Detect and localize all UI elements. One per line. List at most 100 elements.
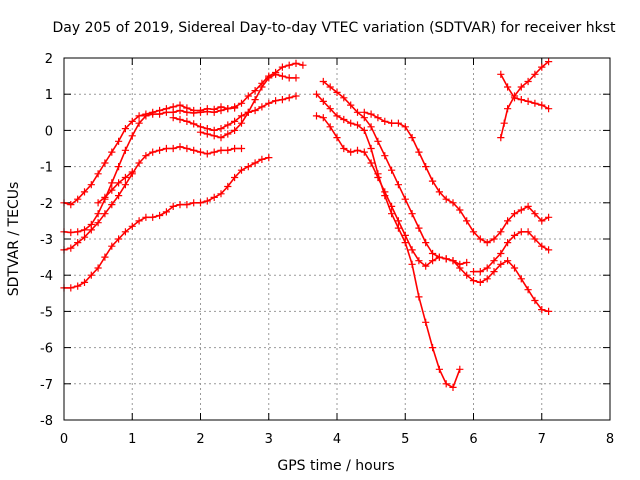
data-point-marker [162,144,170,153]
data-point-marker [162,208,170,216]
data-point-marker [517,96,525,104]
data-point-marker [442,255,450,263]
data-point-marker [422,262,430,270]
data-point-marker [360,148,368,156]
data-point-marker [538,242,546,250]
data-point-marker [292,59,300,67]
y-tick-label: -5 [40,305,53,320]
series-trace [472,231,550,273]
data-point-marker [394,181,402,189]
data-point-marker [237,112,246,120]
data-point-marker [476,235,484,243]
data-point-marker [176,106,184,115]
data-point-marker [333,88,341,96]
data-point-marker [196,199,205,207]
data-point-marker [456,206,464,214]
data-series-11 [360,108,553,247]
y-tick-label: -4 [40,269,53,284]
data-point-marker [217,190,225,198]
data-point-marker [401,239,409,247]
data-point-marker [196,148,205,156]
data-point-marker [428,177,437,185]
y-tick-label: -7 [40,378,53,393]
data-point-marker [360,126,368,134]
data-point-marker [231,173,239,182]
data-point-marker [278,72,286,80]
data-point-marker [67,228,75,237]
data-point-marker [121,125,129,133]
data-point-marker [115,235,123,243]
x-tick-label: 4 [333,432,341,447]
data-point-marker [545,105,553,113]
data-point-marker [531,99,539,107]
data-point-marker [401,231,409,239]
data-point-marker [347,101,355,109]
data-point-marker [115,163,123,171]
data-series-12 [469,228,553,276]
data-series-7 [196,70,300,142]
data-point-marker [115,179,123,187]
data-point-marker [476,278,484,286]
data-point-marker [258,155,266,163]
data-point-marker [135,217,143,225]
data-point-marker [319,97,327,105]
data-point-marker [67,244,75,252]
data-point-marker [87,181,95,189]
data-point-marker [524,286,532,294]
series-trace [363,111,550,244]
data-point-marker [108,201,116,209]
data-point-marker [319,77,327,86]
y-tick-label: -3 [40,233,53,248]
data-point-marker [183,117,191,125]
data-point-marker [504,105,512,113]
data-point-marker [149,213,157,221]
data-point-marker [94,264,102,272]
data-point-marker [87,226,95,234]
data-point-marker [545,213,553,221]
data-point-marker [517,206,525,214]
y-tick-label: 1 [45,88,53,103]
data-point-marker [500,119,508,127]
data-point-marker [80,233,89,241]
data-point-marker [456,365,464,373]
data-series-2 [60,104,239,237]
data-point-marker [142,213,150,221]
data-point-marker [108,179,116,187]
data-point-marker [367,144,375,153]
data-point-marker [353,146,362,154]
data-point-marker [510,264,519,272]
data-point-marker [497,134,505,142]
data-point-marker [408,210,416,218]
data-point-marker [156,110,164,118]
data-point-marker [497,70,505,78]
data-point-marker [74,239,82,247]
data-point-marker [203,197,211,205]
data-point-marker [224,105,232,113]
data-point-marker [463,271,471,279]
data-point-marker [80,278,89,286]
data-point-marker [367,159,375,167]
x-tick-label: 2 [196,432,204,447]
data-point-marker [217,125,225,133]
data-point-marker [347,119,355,127]
data-point-marker [538,306,546,314]
data-point-marker [374,137,382,145]
x-tick-label: 1 [128,432,136,447]
data-point-marker [142,152,150,160]
data-point-marker [353,121,362,129]
data-point-marker [94,199,102,207]
data-point-marker [149,148,157,156]
data-point-marker [231,117,239,125]
data-point-marker [101,159,109,167]
data-point-marker [237,144,246,153]
x-tick-label: 0 [60,432,68,447]
data-point-marker [340,115,348,124]
data-point-marker [504,239,512,247]
data-point-marker [101,193,109,201]
data-point-marker [210,132,218,140]
data-point-marker [435,365,443,373]
data-point-marker [483,264,491,272]
data-point-marker [156,211,164,220]
x-tick-label: 3 [265,432,273,447]
